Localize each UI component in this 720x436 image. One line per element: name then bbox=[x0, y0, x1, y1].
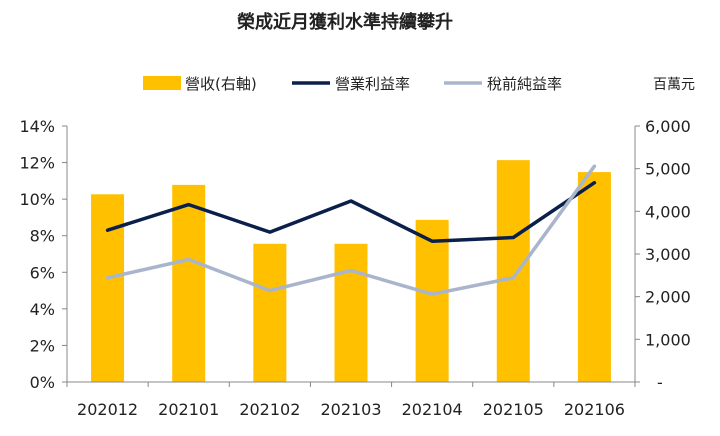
bar-202106 bbox=[577, 172, 611, 382]
x-tick-label: 202012 bbox=[77, 400, 138, 419]
left-tick-label: 4% bbox=[30, 300, 55, 319]
plot-area: 0% 2% 4% 6% 8% 10% 12% 14% - 1,000 2,000 3,000 4,000… bbox=[19, 117, 690, 419]
bar-202104 bbox=[415, 219, 449, 382]
bar-202102 bbox=[253, 243, 287, 382]
x-tick-label: 202103 bbox=[320, 400, 381, 419]
x-tick-label: 202106 bbox=[564, 400, 625, 419]
legend-swatch-revenue bbox=[143, 76, 181, 90]
line-pretax-margin bbox=[105, 164, 597, 296]
bar-202101 bbox=[172, 184, 206, 382]
legend-label-operating-margin: 營業利益率 bbox=[335, 75, 410, 93]
bar-202105 bbox=[496, 160, 530, 382]
chart-title: 榮成近月獲利水準持續攀升 bbox=[237, 11, 453, 33]
x-tick-label: 202101 bbox=[158, 400, 219, 419]
x-tick-label: 202105 bbox=[483, 400, 544, 419]
right-tick-label: 5,000 bbox=[645, 160, 691, 179]
x-tick-label: 202104 bbox=[402, 400, 463, 419]
line-operating-margin bbox=[105, 180, 597, 243]
right-axis-unit: 百萬元 bbox=[653, 77, 695, 93]
bar-202103 bbox=[334, 243, 368, 382]
left-tick-label: 12% bbox=[19, 154, 55, 173]
right-tick-label: 3,000 bbox=[645, 245, 691, 264]
legend: 營收(右軸) 營業利益率 稅前純益率 bbox=[143, 75, 562, 93]
left-tick-label: 10% bbox=[19, 190, 55, 209]
legend-label-pretax-margin: 稅前純益率 bbox=[487, 75, 562, 93]
left-tick-label: 2% bbox=[30, 336, 55, 355]
left-tick-label: 6% bbox=[30, 263, 55, 282]
right-tick-label: 6,000 bbox=[645, 117, 691, 136]
right-tick-label: 4,000 bbox=[645, 202, 691, 221]
right-tick-label: 1,000 bbox=[645, 330, 691, 349]
legend-label-revenue: 營收(右軸) bbox=[185, 75, 257, 93]
x-tick-label: 202102 bbox=[239, 400, 300, 419]
right-tick-label: - bbox=[657, 373, 663, 392]
bar-202012 bbox=[91, 194, 125, 382]
left-tick-label: 14% bbox=[19, 117, 55, 136]
left-tick-label: 0% bbox=[30, 373, 55, 392]
right-tick-label: 2,000 bbox=[645, 288, 691, 307]
left-tick-label: 8% bbox=[30, 227, 55, 246]
